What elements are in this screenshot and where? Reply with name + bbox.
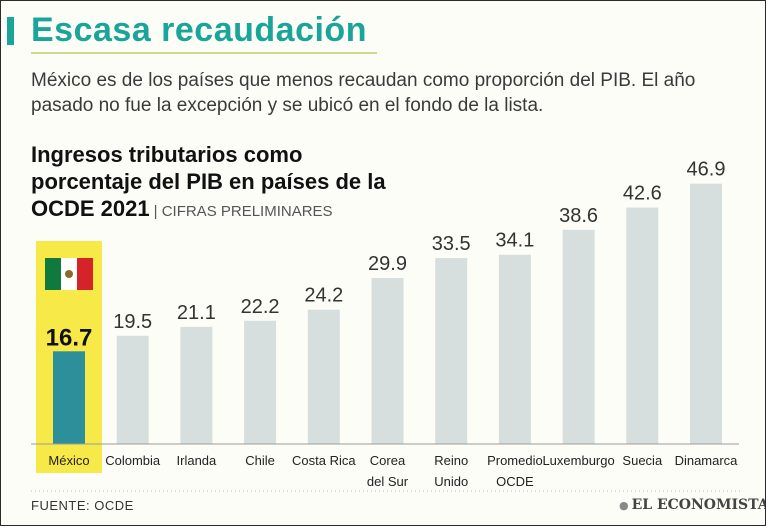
subtitle: México es de los países que menos recaud…: [31, 70, 696, 116]
value-label-costa-rica: 24.2: [304, 285, 343, 307]
bar-luxemburgo: [562, 229, 595, 444]
category-label-chile: Chile: [245, 453, 275, 468]
category-label-irlanda: Irlanda: [177, 453, 218, 468]
category-label-costa-rica: Costa Rica: [292, 453, 356, 468]
value-label-irlanda: 21.1: [177, 302, 216, 324]
category-label-corea-del-sur-line2: del Sur: [367, 474, 409, 489]
category-label-reino-unido: Reino: [434, 453, 468, 468]
category-label-reino-unido-line2: Unido: [434, 474, 468, 489]
value-label-colombia: 19.5: [113, 311, 152, 333]
category-label-corea-del-sur: Corea: [370, 453, 406, 468]
value-label-méxico: 16.7: [46, 324, 93, 351]
flag-red-stripe: [77, 258, 93, 290]
chart-title-text: Ingresos tributarios como porcentaje del…: [31, 142, 386, 221]
chart-title: Ingresos tributarios como porcentaje del…: [31, 141, 401, 225]
value-label-chile: 22.2: [241, 296, 280, 318]
bar-chart: 16.7 México 19.5 Colombia 21.1 Irlanda 22.2 Chi…: [31, 159, 741, 492]
value-label-dinamarca: 46.9: [687, 159, 726, 181]
value-label-reino-unido: 33.5: [432, 233, 471, 255]
bar-irlanda: [180, 326, 213, 444]
category-label-méxico: México: [48, 453, 89, 468]
bar-reino-unido: [435, 258, 468, 444]
category-label-promedio-ocde-line2: OCDE: [496, 474, 534, 489]
category-label-luxemburgo: Luxemburgo: [542, 453, 614, 468]
publisher-logo: ● EL ECONOMISTA: [619, 497, 766, 513]
bar-chile: [244, 320, 277, 444]
publisher-name: EL ECONOMISTA: [631, 497, 766, 513]
bar-dinamarca: [690, 183, 722, 444]
bar-promedio-ocde: [498, 254, 531, 444]
chart-note: | CIFRAS PRELIMINARES: [153, 203, 333, 220]
bar-suecia: [626, 207, 659, 444]
category-label-colombia: Colombia: [105, 453, 161, 468]
title-underline: [31, 52, 377, 54]
source-note: FUENTE: OCDE: [31, 498, 134, 513]
flag-green-stripe: [45, 258, 61, 290]
category-label-dinamarca: Dinamarca: [675, 453, 739, 468]
bar-colombia: [116, 335, 149, 444]
value-label-suecia: 42.6: [623, 183, 662, 205]
bar-corea-del-sur: [371, 278, 404, 444]
bar-méxico: [53, 351, 85, 444]
value-label-luxemburgo: 38.6: [559, 205, 598, 227]
title-accent-bar: [7, 17, 14, 45]
logo-mark-icon: ●: [619, 499, 629, 512]
page-title: Escasa recaudación: [31, 11, 367, 49]
category-label-promedio-ocde: Promedio: [487, 453, 543, 468]
value-label-corea-del-sur: 29.9: [368, 253, 407, 275]
value-label-promedio-ocde: 34.1: [495, 230, 534, 252]
mexico-flag-icon: [65, 270, 73, 278]
category-label-suecia: Suecia: [622, 453, 663, 468]
bar-costa-rica: [307, 309, 340, 444]
